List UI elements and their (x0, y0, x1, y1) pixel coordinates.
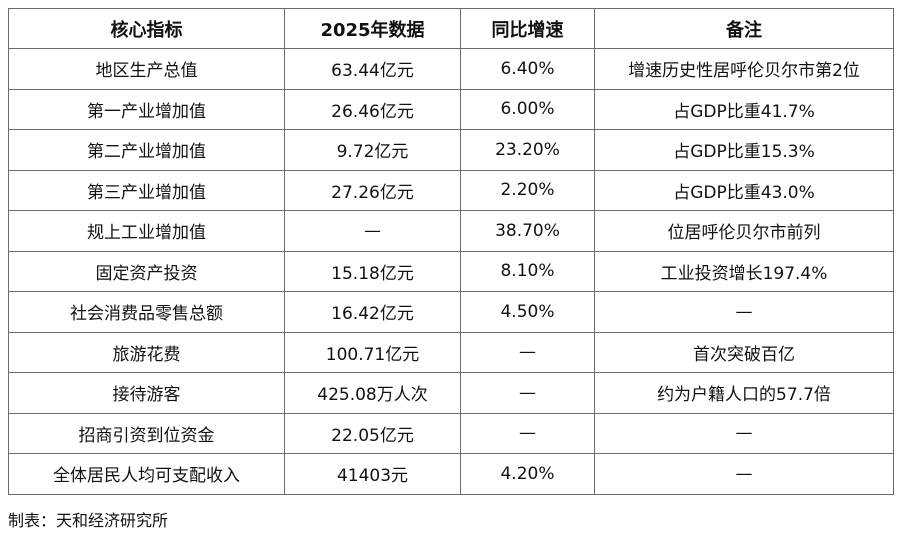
cell-indicator: 固定资产投资 (8, 250, 285, 292)
cell-value: 63.44亿元 (284, 48, 461, 90)
cell-value: 16.42亿元 (284, 291, 461, 333)
indicator-table-container: 核心指标 2025年数据 同比增速 备注 地区生产总值 63.44亿元 6.40… (8, 8, 894, 495)
cell-indicator: 旅游花费 (8, 331, 285, 373)
cell-value: 15.18亿元 (284, 250, 461, 292)
cell-remark: 增速历史性居呼伦贝尔市第2位 (594, 48, 894, 90)
cell-value: 27.26亿元 (284, 169, 461, 211)
cell-indicator: 全体居民人均可支配收入 (8, 453, 285, 495)
cell-growth: 6.40% (460, 48, 595, 90)
cell-indicator: 接待游客 (8, 372, 285, 414)
cell-value: 425.08万人次 (284, 372, 461, 414)
table-row: 第三产业增加值 27.26亿元 2.20% 占GDP比重43.0% (8, 169, 894, 211)
header-yoy-growth: 同比增速 (460, 8, 595, 49)
table-row: 旅游花费 100.71亿元 — 首次突破百亿 (8, 331, 894, 373)
cell-remark: — (594, 453, 894, 495)
table-row: 规上工业增加值 — 38.70% 位居呼伦贝尔市前列 (8, 210, 894, 252)
cell-indicator: 第三产业增加值 (8, 169, 285, 211)
cell-indicator: 第一产业增加值 (8, 88, 285, 130)
table-row: 第一产业增加值 26.46亿元 6.00% 占GDP比重41.7% (8, 88, 894, 130)
cell-growth: — (460, 372, 595, 414)
table-row: 招商引资到位资金 22.05亿元 — — (8, 412, 894, 454)
header-remarks: 备注 (594, 8, 894, 49)
cell-remark: 占GDP比重43.0% (594, 169, 894, 211)
table-source-caption: 制表：天和经济研究所 (8, 511, 169, 530)
table-row: 固定资产投资 15.18亿元 8.10% 工业投资增长197.4% (8, 250, 894, 292)
cell-indicator: 规上工业增加值 (8, 210, 285, 252)
cell-remark: 占GDP比重41.7% (594, 88, 894, 130)
cell-growth: 38.70% (460, 210, 595, 252)
cell-growth: 6.00% (460, 88, 595, 130)
header-2025-data: 2025年数据 (284, 8, 461, 49)
cell-remark: — (594, 412, 894, 454)
cell-growth: — (460, 331, 595, 373)
cell-value: 26.46亿元 (284, 88, 461, 130)
table-row: 地区生产总值 63.44亿元 6.40% 增速历史性居呼伦贝尔市第2位 (8, 48, 894, 90)
cell-indicator: 地区生产总值 (8, 48, 285, 90)
cell-indicator: 第二产业增加值 (8, 129, 285, 171)
cell-growth: 2.20% (460, 169, 595, 211)
cell-indicator: 社会消费品零售总额 (8, 291, 285, 333)
core-indicators-table: 核心指标 2025年数据 同比增速 备注 地区生产总值 63.44亿元 6.40… (8, 8, 894, 495)
header-indicator: 核心指标 (8, 8, 285, 49)
cell-growth: 23.20% (460, 129, 595, 171)
cell-growth: — (460, 412, 595, 454)
cell-remark: 占GDP比重15.3% (594, 129, 894, 171)
cell-value: 9.72亿元 (284, 129, 461, 171)
cell-value: 41403元 (284, 453, 461, 495)
cell-remark: 工业投资增长197.4% (594, 250, 894, 292)
cell-remark: 首次突破百亿 (594, 331, 894, 373)
cell-growth: 4.50% (460, 291, 595, 333)
cell-remark: 位居呼伦贝尔市前列 (594, 210, 894, 252)
cell-value: — (284, 210, 461, 252)
table-header-row: 核心指标 2025年数据 同比增速 备注 (8, 8, 894, 49)
cell-growth: 8.10% (460, 250, 595, 292)
table-row: 第二产业增加值 9.72亿元 23.20% 占GDP比重15.3% (8, 129, 894, 171)
cell-remark: — (594, 291, 894, 333)
cell-remark: 约为户籍人口的57.7倍 (594, 372, 894, 414)
table-row: 全体居民人均可支配收入 41403元 4.20% — (8, 453, 894, 495)
cell-value: 100.71亿元 (284, 331, 461, 373)
table-row: 社会消费品零售总额 16.42亿元 4.50% — (8, 291, 894, 333)
table-row: 接待游客 425.08万人次 — 约为户籍人口的57.7倍 (8, 372, 894, 414)
cell-growth: 4.20% (460, 453, 595, 495)
cell-value: 22.05亿元 (284, 412, 461, 454)
cell-indicator: 招商引资到位资金 (8, 412, 285, 454)
